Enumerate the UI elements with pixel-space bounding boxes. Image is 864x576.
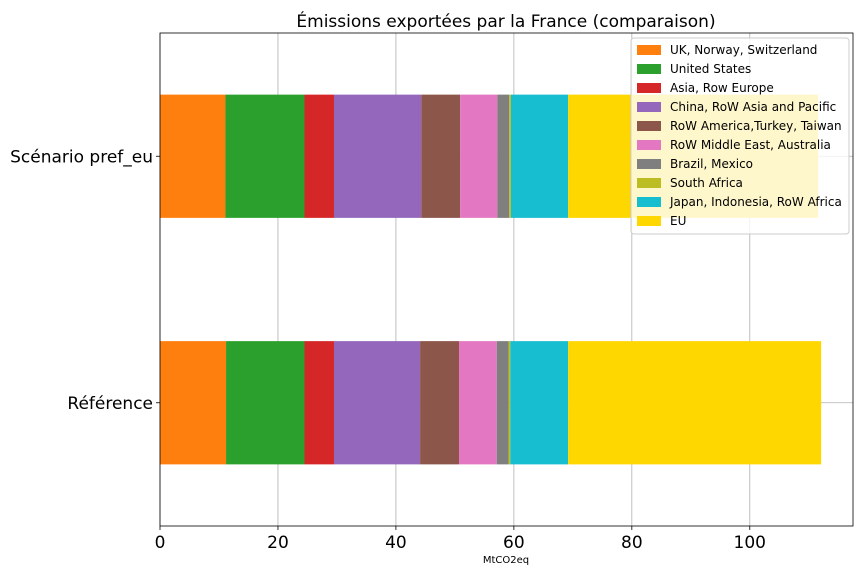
bar-segment xyxy=(510,94,569,218)
y-tick-label: Scénario pref_eu xyxy=(10,147,153,167)
bars xyxy=(160,94,822,465)
bar-segment xyxy=(460,94,498,218)
legend: UK, Norway, Switzerland United States Asia… xyxy=(630,37,850,235)
bar-segment xyxy=(568,341,822,465)
x-axis-label: MtCO2eq xyxy=(483,555,529,566)
legend-swatch xyxy=(637,121,661,131)
legend-label: China, RoW Asia and Pacific xyxy=(670,100,836,114)
bar-segment xyxy=(459,341,497,465)
chart-title: Émissions exportées par la France (compa… xyxy=(296,10,715,32)
bar-segment xyxy=(510,341,569,465)
legend-label: EU xyxy=(670,214,686,228)
bar-segment xyxy=(160,341,227,465)
legend-swatch xyxy=(637,159,661,169)
plot-area-frame xyxy=(159,32,854,527)
legend-swatch xyxy=(637,83,661,93)
bar-segment xyxy=(496,341,509,465)
legend-box xyxy=(630,37,850,235)
legend-label: RoW Middle East, Australia xyxy=(670,138,831,152)
legend-label: Brazil, Mexico xyxy=(670,157,753,171)
x-tick-label: 40 xyxy=(385,533,407,553)
bar-segment xyxy=(421,94,461,218)
legend-swatch xyxy=(637,197,661,207)
legend-label: RoW America,Turkey, Taiwan xyxy=(670,119,842,133)
bar-segment xyxy=(304,341,334,465)
x-tick-label: 0 xyxy=(155,533,166,553)
bar-segment xyxy=(160,94,226,218)
legend-label: Japan, Indonesia, RoW Africa xyxy=(669,195,842,209)
bar-segment xyxy=(497,94,510,218)
legend-swatch xyxy=(637,102,661,112)
bar-segment xyxy=(304,94,334,218)
x-tick-label: 100 xyxy=(734,533,766,553)
legend-label: Asia, Row Europe xyxy=(670,81,774,95)
x-tick-label: 20 xyxy=(267,533,289,553)
legend-label: UK, Norway, Switzerland xyxy=(670,43,817,57)
bar-segment xyxy=(333,94,422,218)
legend-swatch xyxy=(637,64,661,74)
bar-segment xyxy=(333,341,421,465)
legend-swatch xyxy=(637,216,661,226)
bar-segment xyxy=(226,341,305,465)
bar-segment xyxy=(508,341,511,465)
legend-label: United States xyxy=(670,62,751,76)
legend-swatch xyxy=(637,140,661,150)
bar-segment xyxy=(509,94,511,218)
legend-label: South Africa xyxy=(670,176,743,190)
x-tick-label: 60 xyxy=(503,533,525,553)
bar-segment xyxy=(420,341,460,465)
legend-swatch xyxy=(637,45,661,55)
legend-swatch xyxy=(637,178,661,188)
y-tick-label: Référence xyxy=(67,394,153,414)
x-tick-label: 80 xyxy=(621,533,643,553)
ticks: 0 20 40 60 80 100 Référence Scénario pref_eu xyxy=(10,147,766,553)
bar-segment xyxy=(225,94,305,218)
